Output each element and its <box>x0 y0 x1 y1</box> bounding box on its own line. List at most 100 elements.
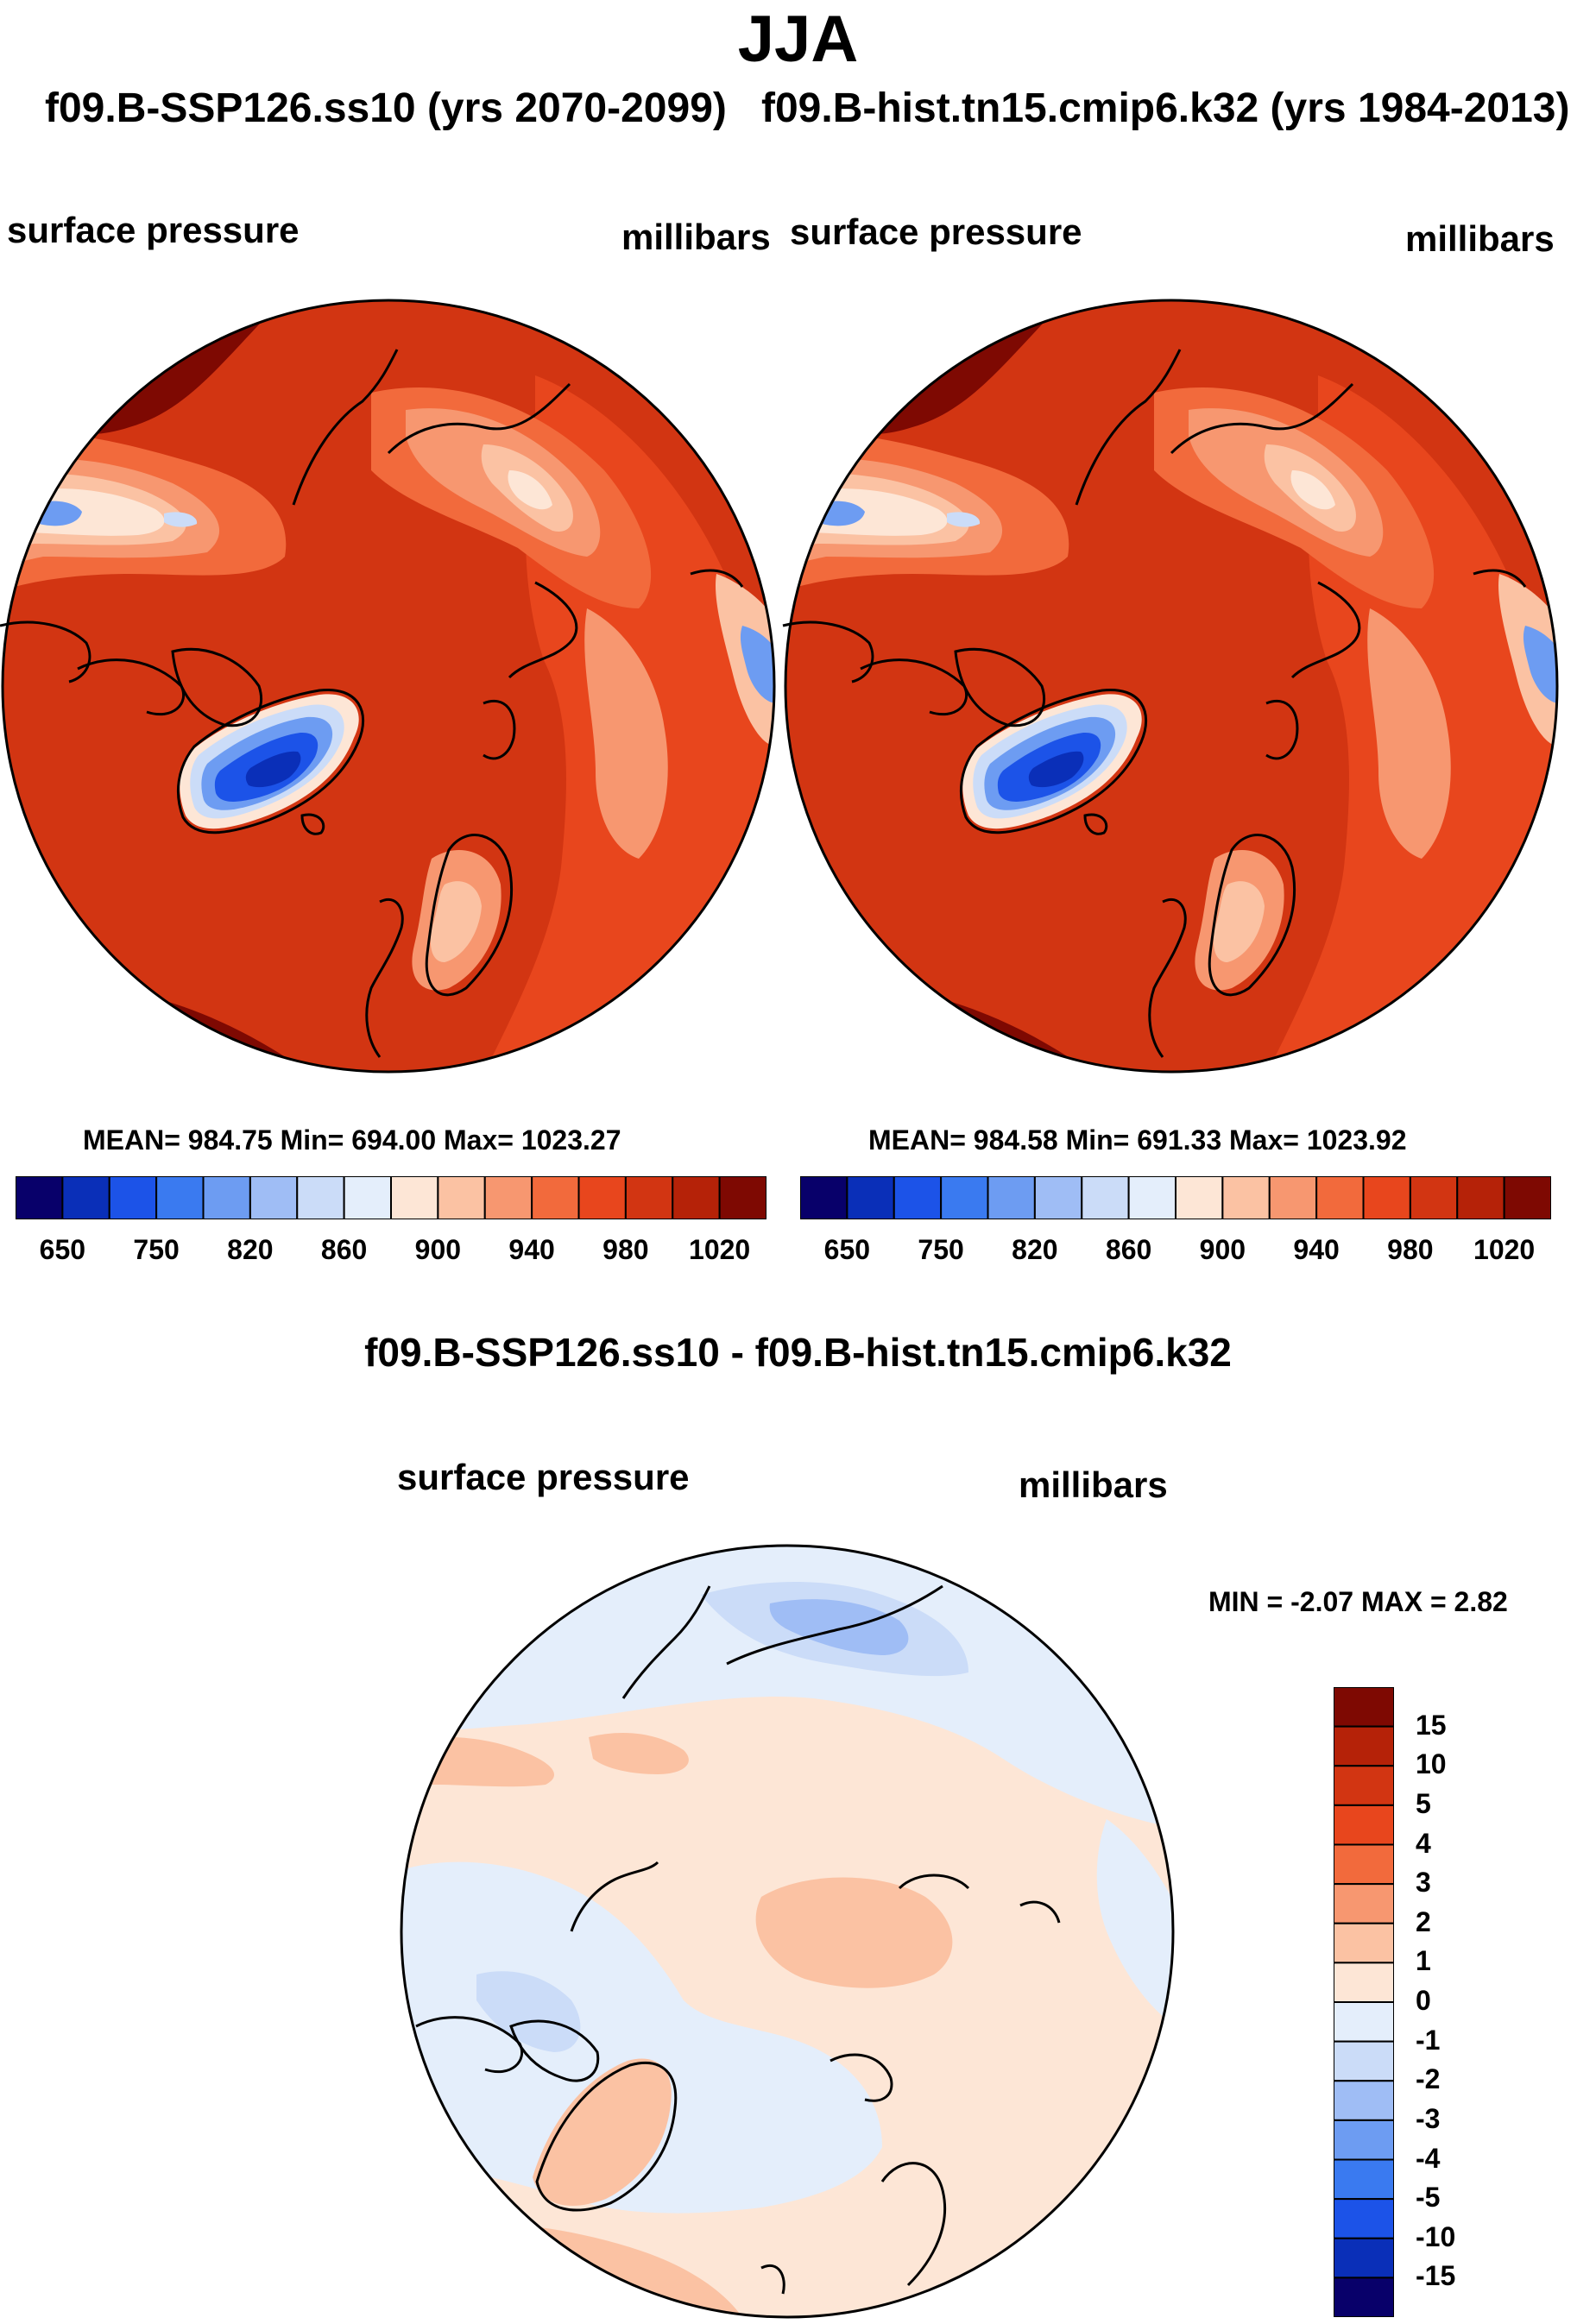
case-b-colorbar <box>800 1176 1551 1219</box>
contour-region <box>589 1733 689 1774</box>
case-a-colorbar-labels: 650 750 820 860 900 940 980 1020 <box>16 1234 766 1269</box>
case-b-units-label: millibars <box>1405 218 1555 259</box>
contour-region <box>1523 626 1557 703</box>
case-b-colorbar-swatch <box>1409 1176 1459 1219</box>
diff-colorbar-swatch <box>1334 2158 1394 2201</box>
case-a-colorbar-tick-label: 980 <box>602 1234 649 1265</box>
diff-coastlines <box>415 1584 1061 2295</box>
case-b-colorbar-tick-label: 1020 <box>1473 1234 1536 1265</box>
case-a-map <box>0 299 776 1074</box>
diff-colorbar-swatch <box>1334 1883 1394 1924</box>
case-b-colorbar-tick-label: 900 <box>1199 1234 1246 1265</box>
diff-colorbar <box>1334 1687 1394 2317</box>
case-a-colorbar-swatch <box>531 1176 580 1219</box>
case-b-colorbar-swatch <box>1456 1176 1505 1219</box>
case-b-colorbar-swatch <box>940 1176 989 1219</box>
diff-contours <box>401 1546 1173 2317</box>
diff-title: f09.B-SSP126.ss10 - f09.B-hist.tn15.cmip… <box>364 1330 1232 1375</box>
case-a-map-border <box>1 299 776 1074</box>
contour-region <box>430 881 482 962</box>
diff-colorbar-tick-label: 4 <box>1416 1827 1431 1859</box>
diff-colorbar-swatch <box>1334 2080 1394 2121</box>
contour-region <box>476 1971 581 2052</box>
case-b-colorbar-swatch <box>1315 1176 1365 1219</box>
diff-colorbar-swatch <box>1334 2237 1394 2279</box>
diff-colorbar-swatch <box>1334 1725 1394 1767</box>
diff-minmax: MIN = -2.07 MAX = 2.82 <box>1208 1586 1508 1617</box>
case-a-colorbar-tick-label: 750 <box>133 1234 180 1265</box>
case-a-colorbar-tick-label: 820 <box>227 1234 274 1265</box>
case-b-stats: MEAN= 984.58 Min= 691.33 Max= 1023.92 <box>868 1124 1407 1156</box>
case-a-colorbar-swatch <box>390 1176 439 1219</box>
case-b-colorbar-tick-label: 820 <box>1012 1234 1058 1265</box>
diff-colorbar-swatch <box>1334 2119 1394 2161</box>
diff-colorbar-tick-label: 10 <box>1416 1748 1447 1780</box>
case-b-colorbar-swatch <box>1081 1176 1130 1219</box>
diff-colorbar-tick-label: 0 <box>1416 1985 1431 2016</box>
case-b-colorbar-swatch <box>1503 1176 1551 1219</box>
diff-colorbar-swatch <box>1334 1765 1394 1806</box>
diff-variable-label: surface pressure <box>397 1457 690 1497</box>
figure-title: JJA <box>737 3 859 76</box>
diff-colorbar-tick-label: -10 <box>1416 2220 1456 2252</box>
diff-colorbar-swatch <box>1334 2198 1394 2239</box>
case-b-colorbar-swatch <box>1268 1176 1318 1219</box>
case-b-colorbar-swatch <box>1362 1176 1411 1219</box>
case-a-colorbar-swatch <box>624 1176 674 1219</box>
case-a-colorbar-swatch <box>483 1176 533 1219</box>
case-b-map <box>782 299 1559 1074</box>
diff-colorbar-swatch <box>1334 2040 1394 2082</box>
case-b-variable-label: surface pressure <box>790 211 1082 252</box>
case-b-title: f09.B-hist.tn15.cmip6.k32 (yrs 1984-2013… <box>761 85 1570 131</box>
diff-map-border <box>400 1544 1175 2319</box>
case-a-title: f09.B-SSP126.ss10 (yrs 2070-2099) <box>45 85 727 131</box>
diff-colorbar-swatch <box>1334 1922 1394 1964</box>
diff-colorbar-tick-label: -4 <box>1416 2142 1441 2174</box>
contour-region <box>533 2058 672 2206</box>
case-b-coastlines <box>782 349 1527 1058</box>
case-a-colorbar-swatch <box>202 1176 251 1219</box>
case-a-colorbar-swatch <box>718 1176 766 1219</box>
diff-colorbar-swatch <box>1334 1843 1394 1886</box>
case-a-colorbar-swatch <box>249 1176 299 1219</box>
contour-region <box>401 1861 882 2214</box>
diff-colorbar-tick-label: 1 <box>1416 1945 1431 1977</box>
diff-colorbar-swatch <box>1334 2001 1394 2043</box>
contour-region <box>740 626 774 703</box>
case-a-coastlines <box>0 349 744 1058</box>
case-b-colorbar-tick-label: 750 <box>918 1234 964 1265</box>
case-b-colorbar-swatch <box>1175 1176 1224 1219</box>
contour-region <box>164 512 198 527</box>
case-a-stats: MEAN= 984.75 Min= 694.00 Max= 1023.27 <box>83 1124 621 1156</box>
case-a-colorbar-swatch <box>155 1176 205 1219</box>
case-b-colorbar-tick-label: 980 <box>1387 1234 1434 1265</box>
contour-region <box>755 1877 953 1988</box>
diff-colorbar-swatch <box>1334 2277 1394 2317</box>
case-a-variable-label: surface pressure <box>7 210 300 250</box>
contour-region <box>584 608 668 859</box>
case-b-colorbar-labels: 650 750 820 860 900 940 980 1020 <box>800 1234 1551 1269</box>
diff-colorbar-tick-label: 5 <box>1416 1787 1431 1819</box>
case-a-colorbar-tick-label: 900 <box>414 1234 462 1265</box>
case-a-colorbar-swatch <box>296 1176 345 1219</box>
diff-units-label: millibars <box>1019 1464 1168 1505</box>
case-b-map-border <box>784 299 1559 1074</box>
diff-colorbar-tick-label: -5 <box>1416 2182 1441 2214</box>
contour-region <box>1096 1819 1173 2026</box>
case-b-colorbar-swatch <box>800 1176 848 1219</box>
case-b-colorbar-tick-label: 650 <box>823 1234 871 1265</box>
contour-region <box>1367 608 1451 859</box>
case-b-colorbar-tick-label: 860 <box>1105 1234 1152 1265</box>
contour-region <box>769 1599 909 1655</box>
diff-colorbar-tick-label: 2 <box>1416 1905 1431 1937</box>
diff-colorbar-tick-label: -15 <box>1416 2260 1456 2292</box>
case-a-colorbar-swatch <box>61 1176 110 1219</box>
case-a-colorbar-tick-label: 1020 <box>689 1234 751 1265</box>
diff-colorbar-swatch <box>1334 1962 1394 2003</box>
case-a-colorbar <box>16 1176 766 1219</box>
diff-colorbar-tick-label: 15 <box>1416 1709 1447 1741</box>
diff-colorbar-tick-label: -1 <box>1416 2024 1441 2056</box>
case-b-colorbar-swatch <box>893 1176 943 1219</box>
contour-region <box>1290 470 1335 510</box>
case-a-colorbar-tick-label: 860 <box>320 1234 368 1265</box>
